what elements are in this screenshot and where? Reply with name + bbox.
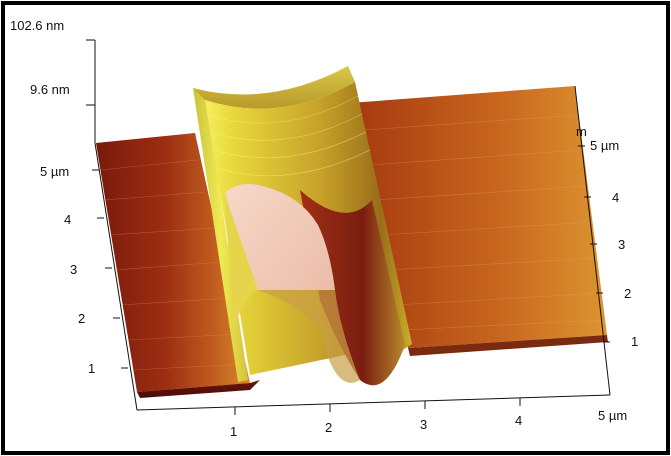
x-tick-3: 3: [420, 417, 428, 432]
left-plateau: [96, 133, 250, 392]
cavity-base: [258, 290, 360, 383]
y-left-tick-5: 5 µm: [40, 164, 70, 179]
z-tick-label: 9.6 nm: [30, 82, 70, 97]
ridge-top: [193, 66, 355, 109]
right-plateau: [350, 86, 607, 348]
x-axis-line: [136, 394, 611, 411]
x-tick-4: 4: [515, 413, 523, 428]
z-max-label: 102.6 nm: [10, 18, 65, 33]
x-tick-1: 1: [230, 424, 238, 439]
y-right-axis-line: [574, 85, 611, 396]
front-edge: [137, 380, 260, 398]
y-left-tick-3: 3: [70, 262, 78, 277]
y-left-tick-2: 2: [78, 311, 86, 326]
axes: [86, 39, 611, 415]
cavity-feature: [226, 184, 335, 330]
y-left-axis-line: [94, 142, 138, 411]
y-right-tick-4: 4: [612, 190, 620, 205]
ridge-lines: [207, 95, 371, 177]
y-left-tick-4: 4: [64, 212, 72, 227]
front-edge-right: [408, 335, 608, 356]
inner-trough: [300, 190, 405, 386]
y-right-tick-1: 1: [631, 334, 639, 349]
scan-lines: [99, 114, 606, 371]
y-right-fragment: m: [576, 124, 587, 139]
y-left-tick-1: 1: [88, 361, 96, 376]
y-right-tick-2: 2: [624, 286, 632, 301]
cavity-left-rim: [225, 195, 258, 330]
y-right-tick-5: 5 µm: [590, 138, 620, 153]
y-right-tick-3: 3: [618, 237, 626, 252]
x-tick-5: 5 µm: [598, 408, 628, 423]
x-tick-2: 2: [325, 420, 333, 435]
